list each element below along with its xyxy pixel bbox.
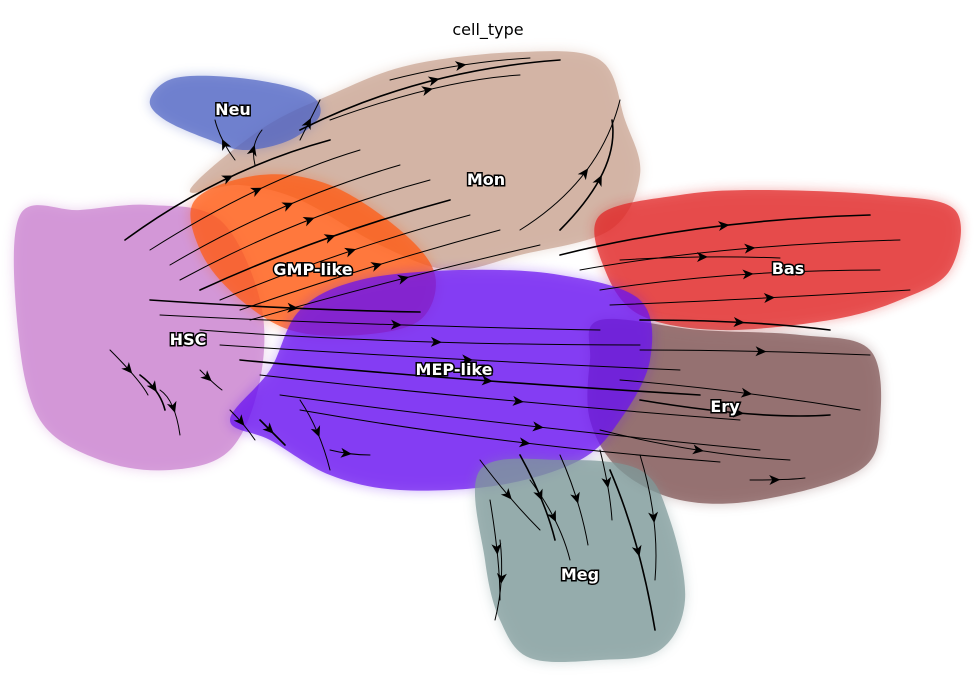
streamline [599,269,881,291]
streamline [124,139,331,241]
arrow-icon [233,414,245,426]
arrow-icon [577,168,589,181]
arrow-icon [601,476,612,489]
streamline [239,359,701,396]
cluster-region-meg [474,458,686,663]
arrow-icon [461,354,473,365]
arrow-icon [512,395,524,406]
arrow-icon [121,362,133,374]
arrow-icon [631,544,642,557]
streamline [609,469,656,631]
streamline [109,349,149,396]
streamline [199,369,223,391]
arrow-icon [397,274,410,285]
arrow-icon [390,319,402,330]
arrow-icon [500,487,512,500]
arrow-icon [344,247,357,258]
arrow-icon [427,76,440,87]
streamline [219,214,471,301]
arrow-icon [481,375,493,386]
streamline [299,409,721,463]
arrow-icon [532,421,544,432]
cluster-label-mon: Mon [467,170,505,189]
streamline [199,199,451,291]
streamline [249,244,541,321]
arrow-icon [769,474,781,485]
cluster-label-ery: Ery [710,397,740,416]
cluster-label-gmp: GMP-like [273,260,352,279]
arrow-icon [281,202,294,212]
streamline [639,349,871,356]
streamline [619,379,861,411]
streamline [639,399,831,417]
arrow-icon [496,572,507,585]
arrow-icon [744,243,756,254]
cluster-region-mon [189,51,641,271]
arrow-icon [302,217,315,227]
cluster-region-bas [594,190,961,331]
cluster-label-meg: Meg [561,565,599,584]
streamline [559,214,871,256]
arrow-icon [732,407,745,418]
arrow-icon [221,175,234,185]
arrow-icon [146,380,157,393]
arrow-icon [421,86,434,97]
streamline [179,179,431,281]
arrow-icon [763,293,776,304]
arrow-icon [717,221,730,232]
arrow-icon [166,400,177,413]
arrow-icon [430,336,442,347]
cluster-labels: Neu Mon GMP-like Bas HSC MEP-like Ery Me… [168,99,806,586]
streamline [609,289,911,306]
streamline [279,394,761,451]
streamline [579,239,901,271]
cluster-region-mep [230,269,653,491]
cluster-label-hsc: HSC [170,330,207,349]
arrow-icon [648,511,659,524]
arrow-icon [755,346,767,357]
arrow-icon [221,138,232,152]
arrow-icon [454,61,467,72]
cluster-label-mep: MEP-like [416,360,493,379]
cluster-region-hsc [13,204,265,471]
plot-title: cell_type [452,20,523,40]
arrow-icon [570,491,580,504]
arrow-icon [323,234,336,244]
arrow-icon [740,387,753,398]
streamline [159,314,601,331]
arrow-icon [733,317,745,328]
cluster-label-bas: Bas [772,259,805,278]
streamline [219,344,681,371]
streamline [259,374,741,421]
arrow-icon [340,447,352,458]
arrow-icon [592,174,602,188]
arrow-icon [310,425,321,438]
arrow-icon [246,144,257,157]
arrow-icon [491,543,502,555]
streamline [239,229,501,311]
arrow-icon [742,269,754,280]
streamline [559,119,614,231]
streamline [199,329,641,346]
velocity-streamlines [109,57,911,631]
arrow-icon [250,187,263,197]
arrow-icon [370,262,383,272]
arrow-icon [546,509,557,523]
arrow-icon [533,488,543,501]
arrow-icon [287,302,299,313]
streamline [299,59,561,131]
streamline [169,164,401,266]
arrow-icon [200,370,212,382]
arrow-icon [301,118,311,131]
cluster-label-neu: Neu [215,100,251,119]
streamline [749,477,806,481]
cluster-region-neu [149,75,321,150]
cell-clusters [13,51,961,663]
arrow-icon [696,251,708,262]
arrow-icon [692,444,704,455]
arrow-icon [518,437,531,448]
